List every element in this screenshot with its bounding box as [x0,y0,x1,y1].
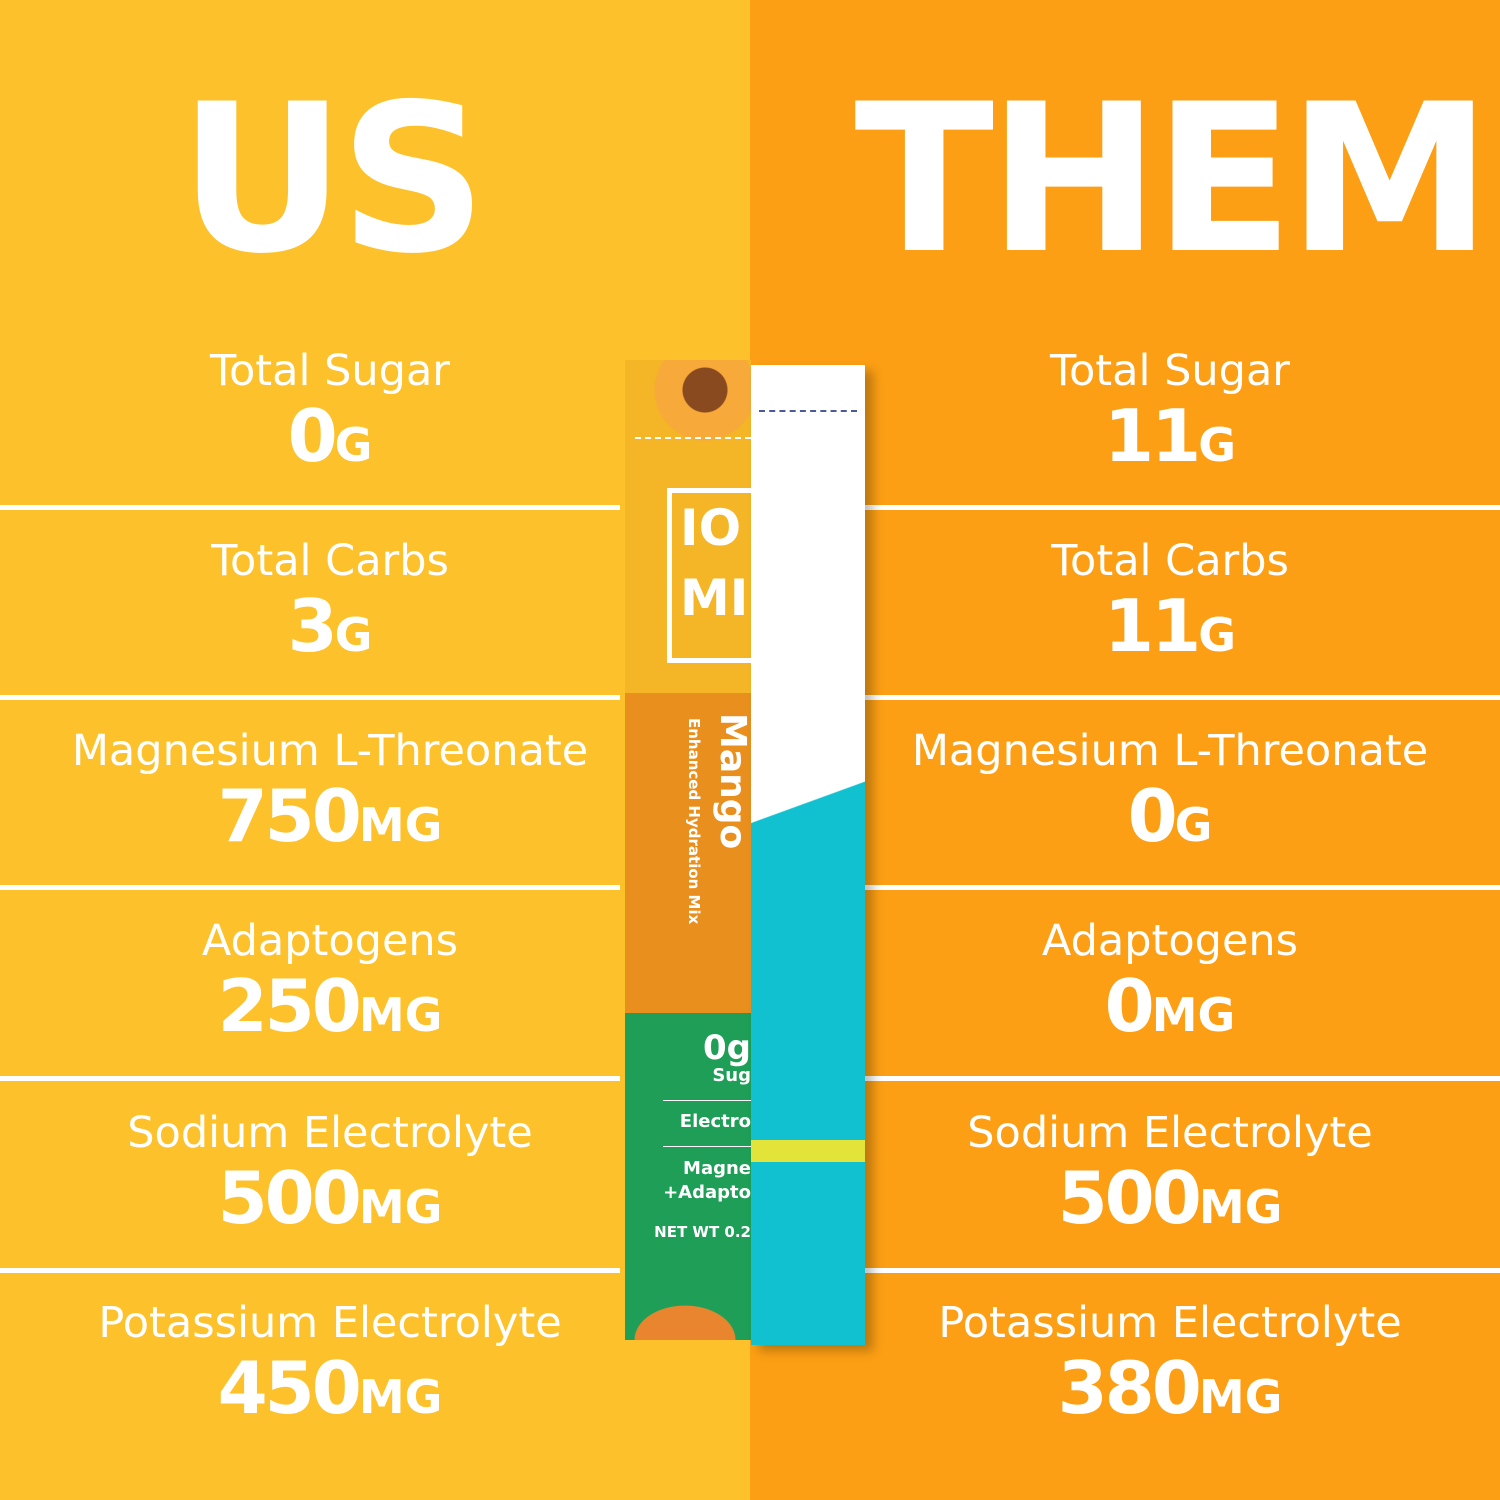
claim-electrolytes: Electro [663,1100,751,1132]
row-divider [0,505,620,510]
stat-number: 11 [1104,394,1201,478]
row-divider [0,885,620,890]
stat-label: Adaptogens [1041,916,1299,966]
stat-value: 250MG [0,966,660,1055]
stat-value: 500MG [0,1158,660,1247]
stat-label: Sodium Electrolyte [967,1108,1373,1158]
them-stat-row: Adaptogens 0MG [840,910,1500,1100]
net-weight: NET WT 0.2 [654,1223,751,1241]
yellow-stripe [751,1140,865,1162]
stat-value: 11G [840,396,1500,485]
flavor-band: Mango Enhanced Hydration Mix [625,693,751,1013]
stat-value: 0MG [840,966,1500,1055]
stat-number: 0 [1104,964,1155,1048]
stat-unit: MG [358,798,443,852]
stat-number: 0 [287,394,338,478]
them-stat-row: Magnesium L-Threonate 0G [840,720,1500,910]
us-stat-row: Sodium Electrolyte 500MG [0,1102,660,1292]
stat-unit: MG [358,1180,443,1234]
them-stat-row: Total Carbs 11G [840,530,1500,720]
stat-value: 11G [840,586,1500,675]
us-packet: IO MI Mango Enhanced Hydration Mix 0g Su… [625,360,751,1340]
stat-label: Potassium Electrolyte [98,1298,562,1348]
stat-label: Magnesium L-Threonate [71,726,589,776]
peach-image [625,360,751,450]
stat-label: Potassium Electrolyte [938,1298,1402,1348]
stat-number: 750 [217,774,362,858]
us-title: US [178,61,487,299]
stat-unit: G [1198,418,1236,472]
stat-unit: MG [358,988,443,1042]
them-stat-row: Total Sugar 11G [840,340,1500,530]
us-stat-row: Potassium Electrolyte 450MG [0,1292,660,1482]
them-title: THEM [854,61,1491,299]
stat-number: 0 [1127,774,1178,858]
stat-number: 450 [217,1346,362,1430]
stat-value: 450MG [0,1348,660,1437]
stat-label: Total Sugar [210,346,450,396]
row-divider [860,1076,1500,1081]
product-packet-image: IO MI Mango Enhanced Hydration Mix 0g Su… [625,360,865,1345]
claim-magnesium: Magne [663,1146,751,1181]
us-stat-row: Magnesium L-Threonate 750MG [0,720,660,910]
them-column: THEM Total Sugar 11G Total Carbs 11G Magnesi… [750,0,1500,1500]
competitor-packet [751,365,865,1345]
row-divider [0,1076,620,1081]
claim-adaptogens: +Adapto [663,1182,751,1203]
row-divider [860,885,1500,890]
stat-number: 3 [287,584,338,668]
stat-label: Total Carbs [211,536,449,586]
stat-label: Total Sugar [1050,346,1290,396]
stat-label: Adaptogens [201,916,459,966]
stat-label: Sodium Electrolyte [127,1108,533,1158]
peach-image-bottom [625,1295,751,1340]
stat-label: Magnesium L-Threonate [911,726,1429,776]
us-stat-row: Total Sugar 0G [0,340,660,530]
stat-unit: MG [1151,988,1236,1042]
product-subtitle: Enhanced Hydration Mix [685,718,703,925]
stat-unit: MG [1198,1180,1283,1234]
stat-label: Total Carbs [1051,536,1289,586]
row-divider [0,1268,620,1273]
claims-band: 0g Sug Electro Magne +Adapto NET WT 0.2 [625,1013,751,1303]
stat-unit: G [334,418,373,472]
claim-sugar-label: Sug [712,1065,751,1086]
stat-value: 750MG [0,776,660,865]
stat-number: 500 [217,1156,362,1240]
teal-stripe [751,365,865,1345]
them-stat-row: Sodium Electrolyte 500MG [840,1102,1500,1292]
stat-number: 500 [1057,1156,1202,1240]
row-divider [0,695,620,700]
stat-unit: G [1198,608,1236,662]
stat-value: 3G [0,586,660,675]
stat-number: 11 [1104,584,1201,668]
row-divider [860,695,1500,700]
them-stat-row: Potassium Electrolyte 380MG [840,1292,1500,1482]
stat-number: 250 [217,964,362,1048]
stat-value: 380MG [840,1348,1500,1437]
stat-value: 0G [0,396,660,485]
us-stat-row: Total Carbs 3G [0,530,660,720]
brand-logo: IO MI [667,488,751,663]
stat-value: 0G [840,776,1500,865]
stat-value: 500MG [840,1158,1500,1247]
row-divider [860,1268,1500,1273]
stat-unit: G [1174,798,1213,852]
us-stat-row: Adaptogens 250MG [0,910,660,1100]
stat-unit: MG [1198,1370,1283,1424]
flavor-name: Mango [712,713,751,850]
stat-number: 380 [1057,1346,1202,1430]
stat-unit: G [334,608,373,662]
row-divider [860,505,1500,510]
claim-sugar: 0g [703,1028,751,1068]
stat-unit: MG [358,1370,443,1424]
